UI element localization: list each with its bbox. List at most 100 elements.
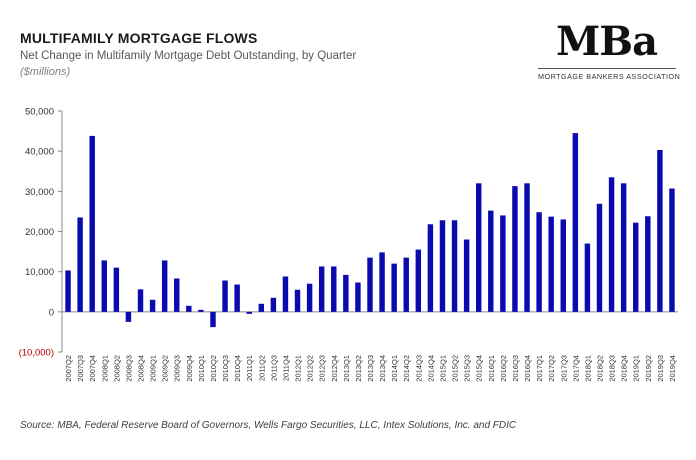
- bar: [318, 266, 325, 312]
- x-tick-label: 2010Q3: [221, 355, 230, 382]
- x-tick-label: 2013Q3: [366, 355, 375, 382]
- x-tick-label: 2019Q1: [632, 355, 641, 382]
- bar: [463, 239, 470, 312]
- bar: [113, 267, 120, 312]
- y-tick-label: 10,000: [25, 267, 54, 278]
- x-tick-label: 2018Q2: [595, 355, 604, 382]
- bar: [500, 215, 506, 312]
- bar: [125, 311, 132, 322]
- x-tick-label: 2016Q4: [523, 355, 532, 382]
- x-tick-label: 2012Q3: [318, 355, 327, 382]
- x-tick-label: 2008Q3: [124, 355, 133, 382]
- bar: [439, 220, 446, 312]
- bar: [367, 257, 373, 312]
- bar: [282, 276, 289, 312]
- bar: [427, 224, 434, 312]
- bar: [645, 216, 651, 312]
- mba-logo: MBa MORTGAGE BANKERS ASSOCIATION: [538, 18, 680, 81]
- bar: [101, 260, 107, 312]
- bar: [210, 311, 216, 328]
- y-tick-label: 20,000: [25, 227, 54, 238]
- x-tick-label: 2012Q4: [330, 355, 339, 382]
- bar: [137, 289, 144, 312]
- bar: [403, 257, 409, 312]
- x-tick-label: 2011Q4: [281, 355, 290, 381]
- units-label: ($millions): [20, 66, 71, 78]
- bar: [379, 252, 385, 312]
- bar: [475, 183, 482, 312]
- bar: [258, 303, 265, 312]
- x-tick-label: 2019Q4: [668, 355, 677, 382]
- x-tick-label: 2013Q2: [354, 355, 363, 382]
- bar: [596, 203, 603, 312]
- x-tick-label: 2017Q3: [559, 355, 568, 382]
- x-tick-label: 2012Q1: [294, 355, 303, 382]
- bar: [524, 183, 530, 312]
- x-tick-label: 2007Q4: [88, 355, 97, 382]
- bar: [488, 210, 494, 312]
- chart-title: MULTIFAMILY MORTGAGE FLOWS: [20, 30, 258, 46]
- source-note: Source: MBA, Federal Reserve Board of Go…: [20, 420, 517, 431]
- x-tick-label: 2019Q2: [644, 355, 653, 382]
- bar: [657, 149, 663, 312]
- logo-mark: MBa: [556, 18, 658, 65]
- bar: [89, 135, 95, 312]
- bar: [270, 297, 277, 312]
- x-tick-label: 2017Q2: [547, 355, 556, 382]
- x-tick-label: 2011Q3: [269, 355, 278, 381]
- y-tick-label: (10,000): [19, 348, 54, 359]
- bar: [186, 305, 192, 312]
- x-tick-label: 2018Q3: [608, 355, 617, 382]
- x-tick-label: 2018Q1: [583, 355, 592, 382]
- x-tick-label: 2008Q1: [100, 355, 109, 382]
- bar: [584, 243, 591, 312]
- x-tick-label: 2015Q2: [451, 355, 460, 382]
- bar: [572, 133, 579, 312]
- x-tick-label: 2014Q2: [402, 355, 411, 382]
- logo-divider: [538, 68, 676, 69]
- x-tick-label: 2007Q2: [64, 355, 73, 382]
- x-tick-label: 2009Q2: [161, 355, 170, 382]
- x-tick-label: 2009Q1: [149, 355, 158, 382]
- bar: [161, 260, 168, 312]
- bar: [306, 283, 313, 312]
- bar: [620, 183, 627, 312]
- y-tick-label: 50,000: [25, 107, 54, 118]
- bar: [608, 177, 615, 312]
- x-tick-label: 2015Q3: [463, 355, 472, 382]
- bar: [174, 278, 180, 312]
- x-tick-label: 2013Q4: [378, 355, 387, 382]
- x-tick-label: 2008Q4: [137, 355, 146, 382]
- bar: [222, 280, 228, 312]
- x-tick-label: 2014Q3: [414, 355, 423, 382]
- x-tick-label: 2014Q1: [390, 355, 399, 382]
- x-tick-label: 2016Q1: [487, 355, 496, 382]
- bar: [65, 270, 71, 312]
- x-tick-label: 2007Q3: [76, 355, 85, 382]
- x-tick-label: 2010Q4: [233, 355, 242, 382]
- bar: [246, 311, 252, 314]
- bar: [512, 186, 518, 312]
- x-tick-label: 2015Q1: [438, 355, 447, 382]
- bar: [391, 263, 397, 312]
- x-tick-label: 2011Q1: [245, 355, 254, 381]
- y-tick-label: 40,000: [25, 147, 54, 158]
- x-tick-label: 2017Q1: [535, 355, 544, 382]
- x-tick-label: 2016Q2: [499, 355, 508, 382]
- bar: [198, 309, 204, 312]
- bar: [343, 274, 349, 312]
- x-tick-label: 2011Q2: [257, 355, 266, 381]
- bar: [294, 289, 301, 312]
- x-tick-label: 2010Q1: [197, 355, 206, 382]
- bar: [331, 266, 337, 312]
- y-tick-label: 0: [49, 307, 54, 318]
- x-tick-label: 2019Q3: [656, 355, 665, 382]
- bar: [234, 284, 240, 312]
- bar: [548, 216, 554, 312]
- x-tick-label: 2010Q2: [209, 355, 218, 382]
- x-tick-label: 2009Q4: [185, 355, 194, 382]
- x-tick-label: 2014Q4: [426, 355, 435, 382]
- x-tick-label: 2012Q2: [306, 355, 315, 382]
- y-tick-label: 30,000: [25, 187, 54, 198]
